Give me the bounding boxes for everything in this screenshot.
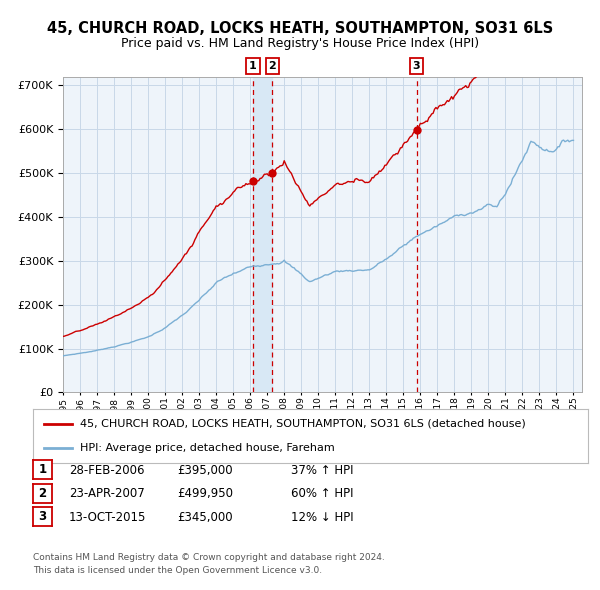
Text: 60% ↑ HPI: 60% ↑ HPI xyxy=(291,487,353,500)
Text: 37% ↑ HPI: 37% ↑ HPI xyxy=(291,464,353,477)
Text: Price paid vs. HM Land Registry's House Price Index (HPI): Price paid vs. HM Land Registry's House … xyxy=(121,37,479,50)
Text: 13-OCT-2015: 13-OCT-2015 xyxy=(69,511,146,524)
Text: 2: 2 xyxy=(38,487,47,500)
Text: 2: 2 xyxy=(269,61,277,71)
Text: HPI: Average price, detached house, Fareham: HPI: Average price, detached house, Fare… xyxy=(80,444,335,454)
Text: £345,000: £345,000 xyxy=(177,511,233,524)
Text: 1: 1 xyxy=(249,61,257,71)
Text: 23-APR-2007: 23-APR-2007 xyxy=(69,487,145,500)
Bar xyxy=(253,77,272,392)
Text: Contains HM Land Registry data © Crown copyright and database right 2024.: Contains HM Land Registry data © Crown c… xyxy=(33,553,385,562)
Text: 45, CHURCH ROAD, LOCKS HEATH, SOUTHAMPTON, SO31 6LS: 45, CHURCH ROAD, LOCKS HEATH, SOUTHAMPTO… xyxy=(47,21,553,35)
Text: £499,950: £499,950 xyxy=(177,487,233,500)
Text: 28-FEB-2006: 28-FEB-2006 xyxy=(69,464,145,477)
Text: 1: 1 xyxy=(38,463,47,476)
Text: £395,000: £395,000 xyxy=(177,464,233,477)
Text: This data is licensed under the Open Government Licence v3.0.: This data is licensed under the Open Gov… xyxy=(33,566,322,575)
Text: 12% ↓ HPI: 12% ↓ HPI xyxy=(291,511,353,524)
Text: 3: 3 xyxy=(413,61,421,71)
Text: 45, CHURCH ROAD, LOCKS HEATH, SOUTHAMPTON, SO31 6LS (detached house): 45, CHURCH ROAD, LOCKS HEATH, SOUTHAMPTO… xyxy=(80,418,526,428)
Text: 3: 3 xyxy=(38,510,47,523)
